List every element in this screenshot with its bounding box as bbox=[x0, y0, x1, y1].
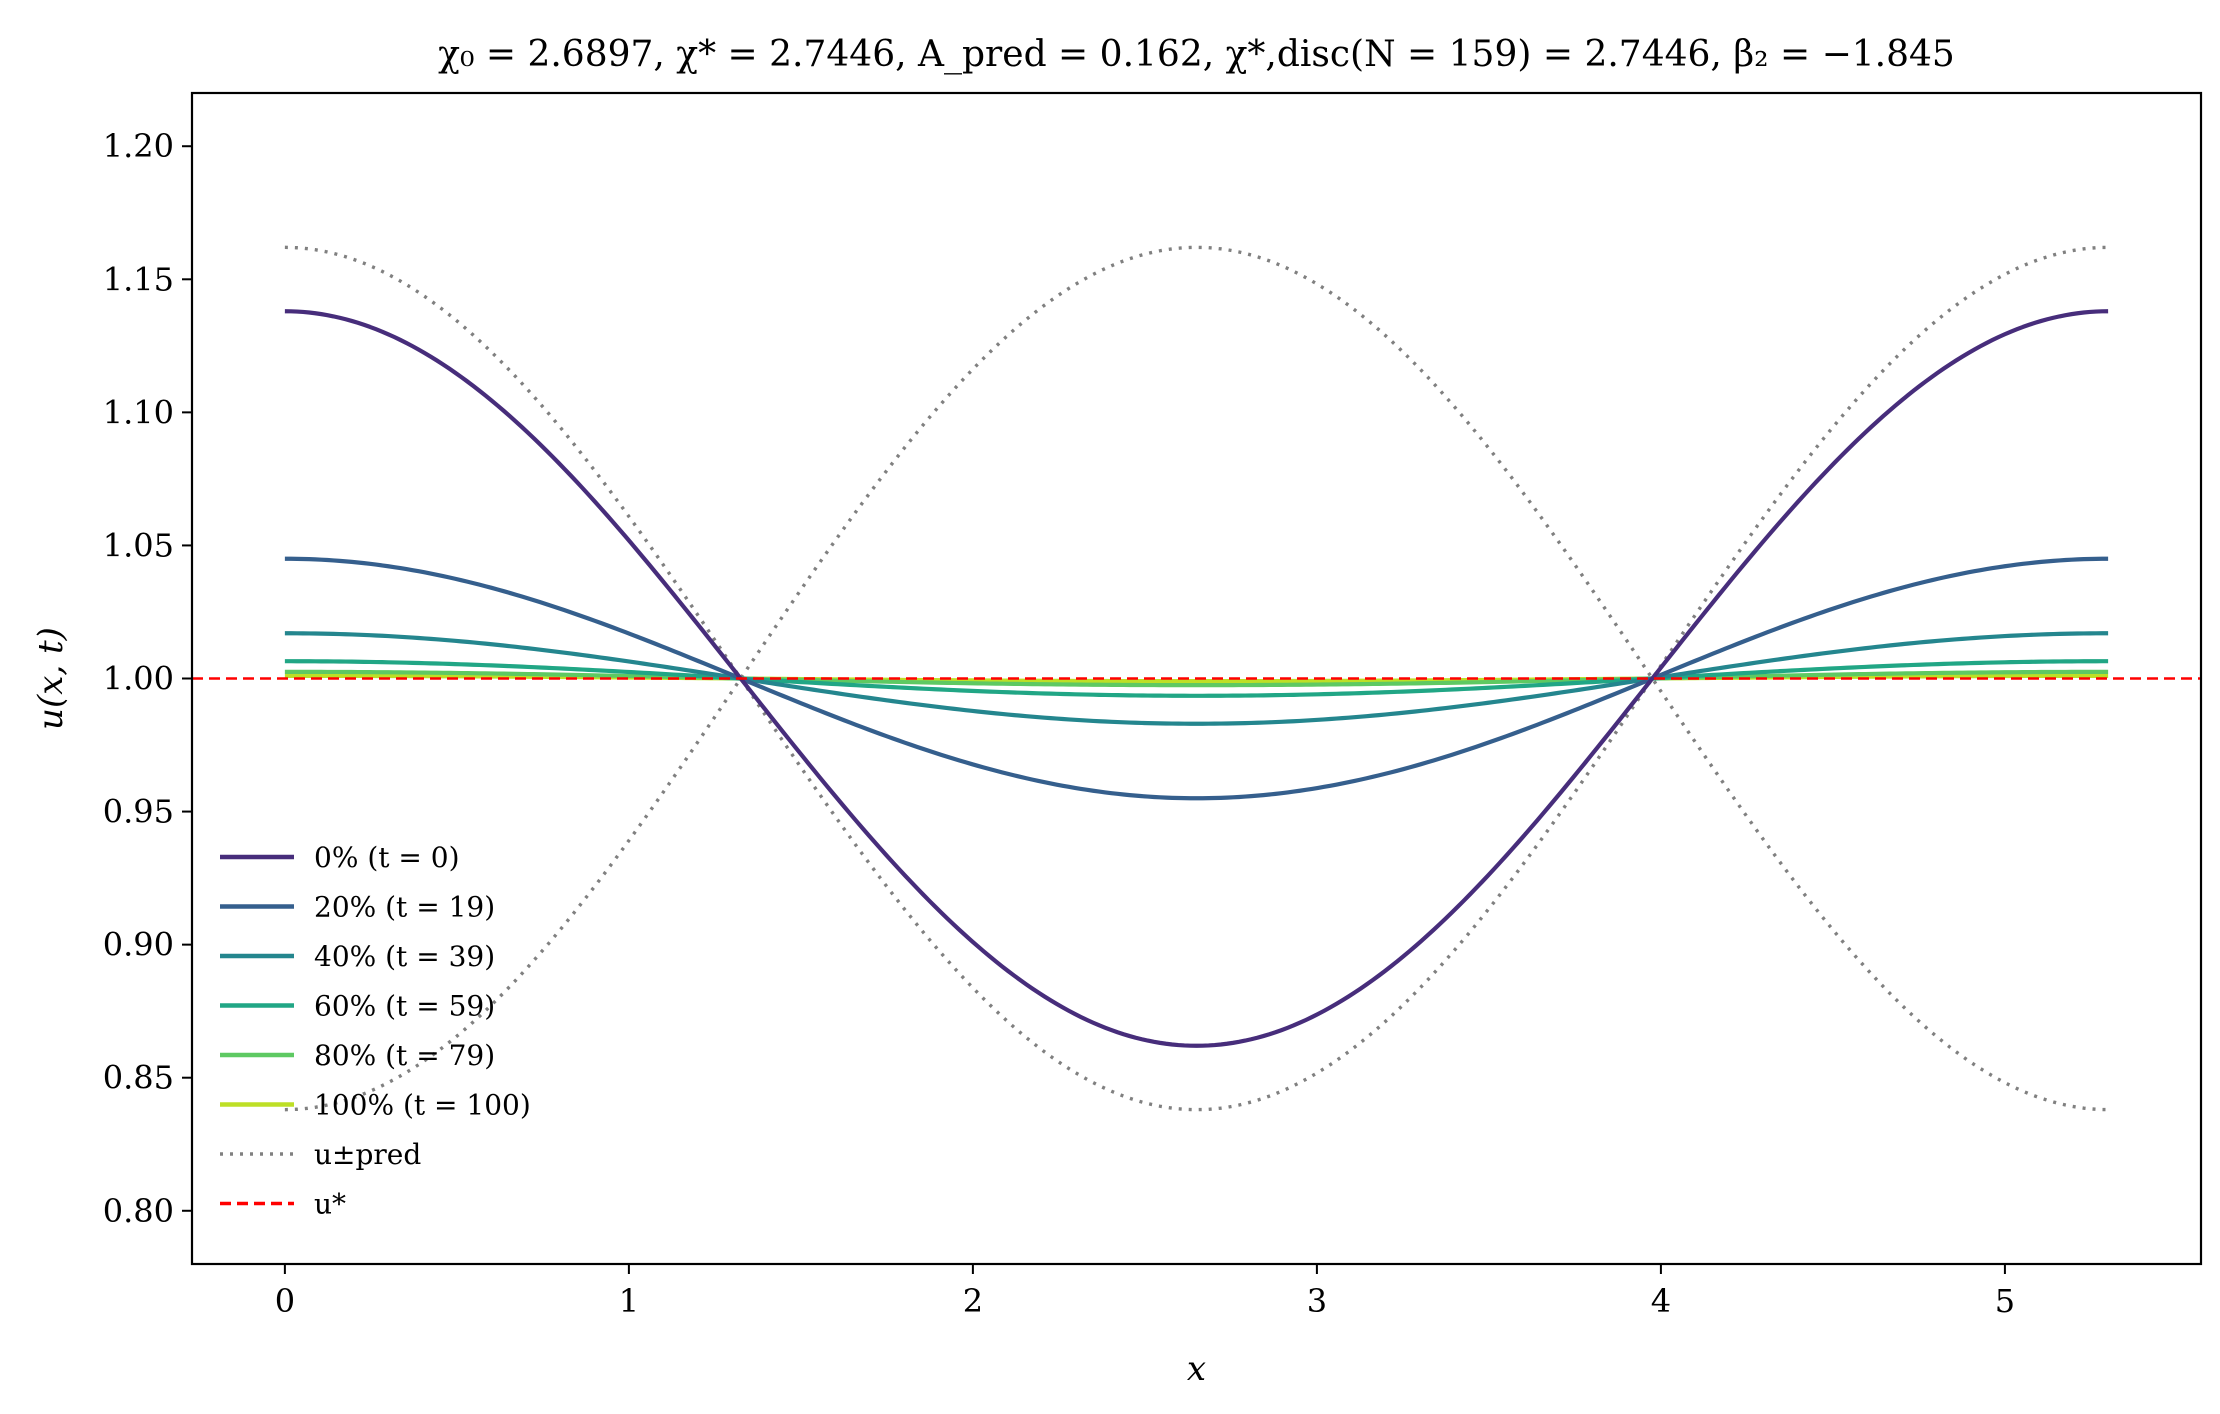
y-tick-label: 0.95 bbox=[103, 793, 174, 831]
y-tick-label: 1.05 bbox=[103, 526, 174, 564]
legend-label: 80% (t = 79) bbox=[314, 1039, 495, 1072]
legend-label: 100% (t = 100) bbox=[314, 1089, 531, 1122]
legend-label: 0% (t = 0) bbox=[314, 841, 460, 874]
y-tick-label: 0.85 bbox=[103, 1059, 174, 1097]
series-line-pred-minus bbox=[284, 245, 2109, 1112]
y-tick-label: 1.15 bbox=[103, 260, 174, 298]
x-axis-label: x bbox=[1187, 1349, 1206, 1389]
series-line-2 bbox=[284, 631, 2109, 726]
x-tick-label: 2 bbox=[963, 1282, 983, 1320]
legend-entry: u±pred bbox=[220, 1138, 421, 1171]
legend-entry: 80% (t = 79) bbox=[220, 1039, 495, 1072]
series-line-0 bbox=[284, 309, 2109, 1048]
x-tick-label: 4 bbox=[1651, 1282, 1671, 1320]
legend-entry: 20% (t = 19) bbox=[220, 891, 495, 924]
legend-label: u±pred bbox=[314, 1138, 421, 1171]
x-tick-label: 5 bbox=[1995, 1282, 2015, 1320]
x-tick-label: 0 bbox=[275, 1282, 295, 1320]
legend-entry: 0% (t = 0) bbox=[220, 841, 460, 874]
series-line-3 bbox=[284, 659, 2109, 698]
series-layer bbox=[192, 245, 2201, 1112]
y-axis-label: u(x, t) bbox=[31, 627, 71, 730]
x-tick-label: 3 bbox=[1307, 1282, 1327, 1320]
legend-label: 40% (t = 39) bbox=[314, 940, 495, 973]
legend: 0% (t = 0) 20% (t = 19) 40% (t = 39) 60% (t… bbox=[220, 841, 531, 1221]
chart-title: χ₀ = 2.6897, χ* = 2.7446, A_pred = 0.162… bbox=[438, 34, 1955, 75]
legend-label: 20% (t = 19) bbox=[314, 891, 495, 924]
legend-entry: 60% (t = 59) bbox=[220, 990, 495, 1023]
y-tick-label: 0.80 bbox=[103, 1192, 174, 1230]
legend-entry: 40% (t = 39) bbox=[220, 940, 495, 973]
legend-label: u* bbox=[314, 1188, 346, 1221]
axes-layer: 0 1 2 3 4 5 0.80 0.85 0.90 0.95 1.00 1.05 1.10 1.15 1.… bbox=[31, 91, 2203, 1389]
legend-label: 60% (t = 59) bbox=[314, 990, 495, 1023]
x-tick-label: 1 bbox=[619, 1282, 639, 1320]
y-tick-label: 1.10 bbox=[103, 393, 174, 431]
chart-title-text: χ₀ = 2.6897, χ* = 2.7446, A_pred = 0.162… bbox=[438, 34, 1955, 75]
legend-entry: u* bbox=[220, 1188, 346, 1221]
series-line-4 bbox=[284, 669, 2109, 688]
y-tick-label: 1.20 bbox=[103, 127, 174, 165]
y-tick-label: 1.00 bbox=[103, 660, 174, 698]
series-line-pred-plus bbox=[284, 245, 2109, 1112]
y-tick-label: 0.90 bbox=[103, 926, 174, 964]
series-line-1 bbox=[284, 556, 2109, 801]
legend-entry: 100% (t = 100) bbox=[220, 1089, 531, 1122]
